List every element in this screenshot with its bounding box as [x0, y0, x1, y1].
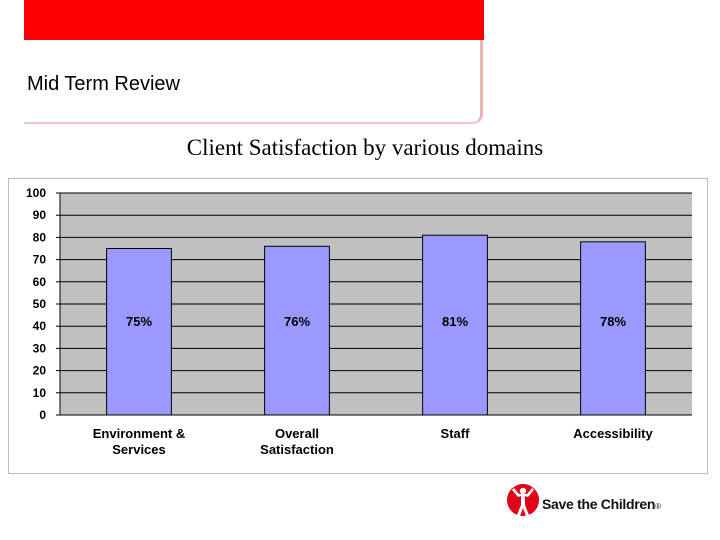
- logo-name: Save the Children: [542, 496, 656, 512]
- y-tick-label: 50: [33, 297, 47, 311]
- y-tick-label: 90: [33, 208, 47, 222]
- x-tick-label: Satisfaction: [260, 442, 334, 457]
- y-tick-label: 0: [39, 408, 46, 422]
- bar: [422, 234, 488, 416]
- logo-mark: ®: [655, 502, 661, 511]
- logo-text: Save the Children®: [542, 496, 661, 512]
- y-tick-label: 30: [33, 341, 47, 355]
- x-tick-label: Overall: [275, 426, 319, 441]
- data-label: 81%: [442, 314, 468, 329]
- x-tick-label: Services: [112, 442, 166, 457]
- bar: [264, 245, 330, 416]
- header-accent-bar: [24, 0, 484, 40]
- x-tick-label: Staff: [441, 426, 471, 441]
- x-tick-label: Environment &: [93, 426, 185, 441]
- data-label: 76%: [284, 314, 310, 329]
- chart-frame: [8, 178, 708, 474]
- bar: [580, 241, 646, 416]
- child-figure-icon: [507, 484, 539, 516]
- chart-title: Client Satisfaction by various domains: [186, 135, 544, 160]
- y-tick-label: 100: [26, 186, 46, 200]
- y-tick-label: 80: [33, 230, 47, 244]
- y-tick-label: 10: [33, 386, 47, 400]
- x-tick-label: Accessibility: [573, 426, 653, 441]
- data-label: 75%: [126, 314, 152, 329]
- y-tick-label: 70: [33, 253, 47, 267]
- header-frame: [24, 40, 483, 124]
- y-tick-label: 40: [33, 319, 47, 333]
- data-label: 78%: [600, 314, 626, 329]
- y-tick-label: 60: [33, 275, 47, 289]
- bar: [106, 248, 172, 416]
- slide-title: Mid Term Review: [27, 73, 180, 95]
- y-tick-label: 20: [33, 364, 47, 378]
